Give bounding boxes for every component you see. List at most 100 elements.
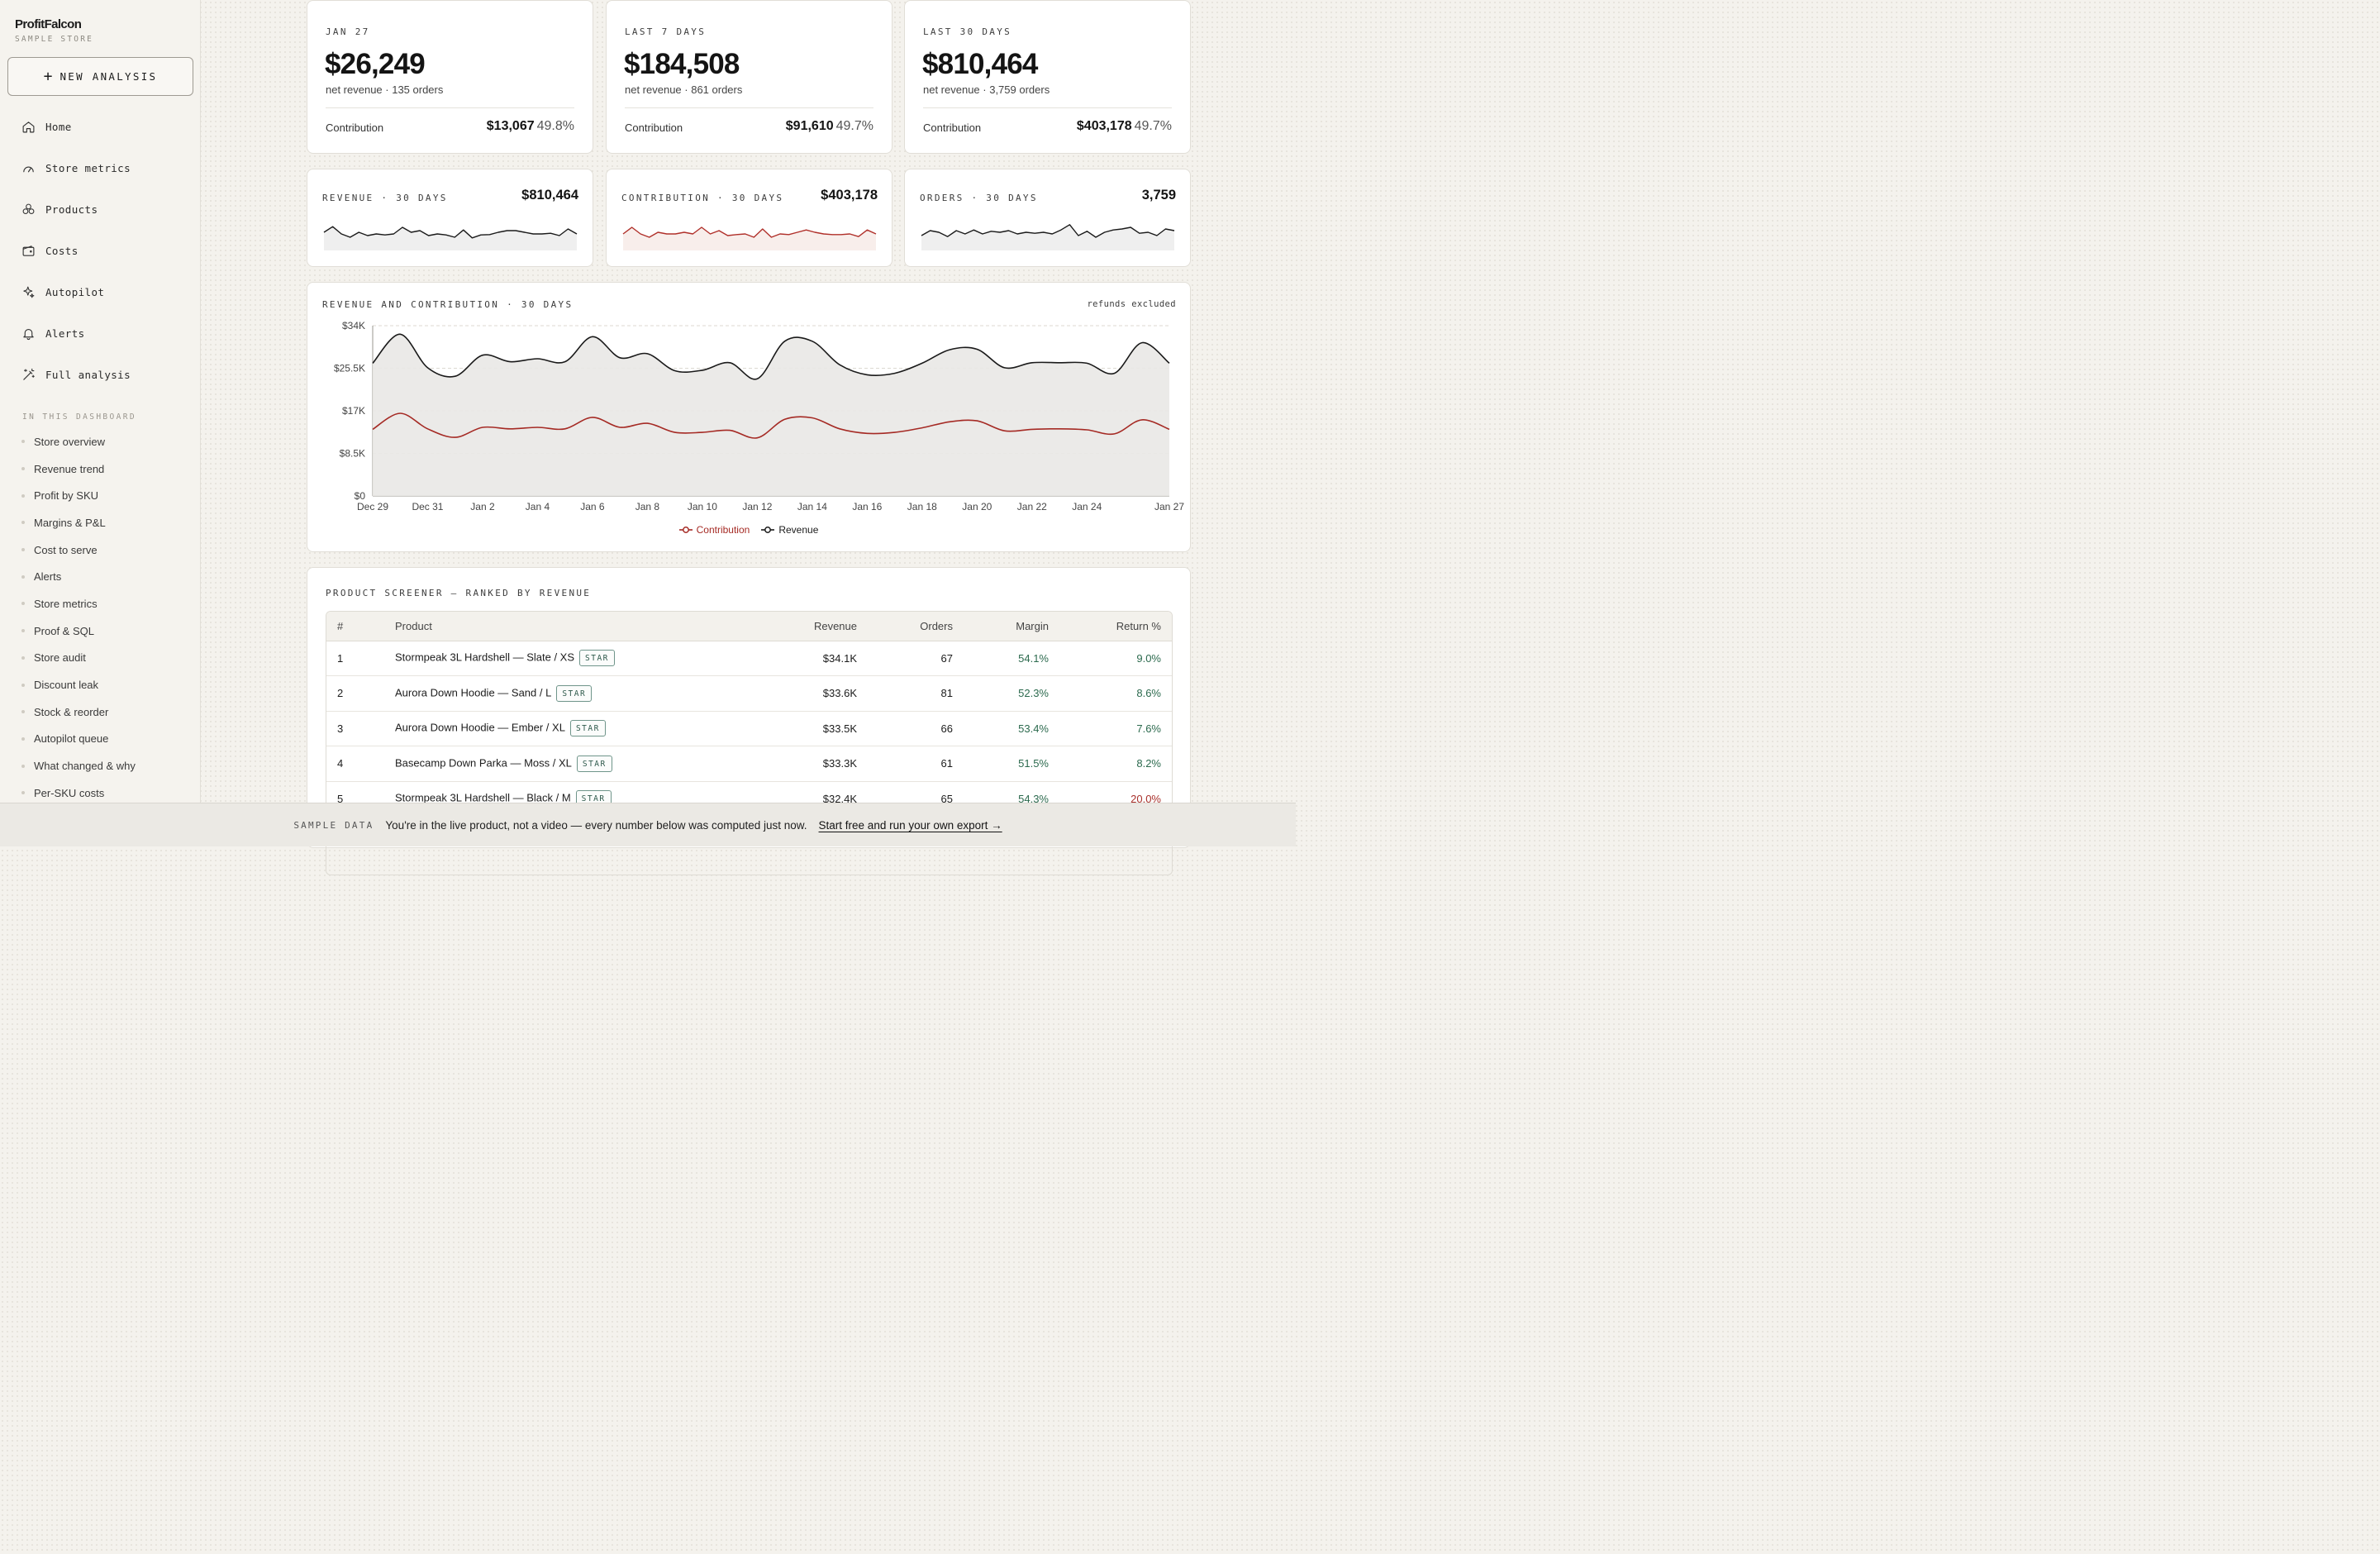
start-free-link[interactable]: Start free and run your own export →: [818, 818, 1002, 832]
legend-item-contribution[interactable]: Contribution: [678, 524, 750, 536]
bullet-icon: [21, 736, 25, 741]
toc-item-what-changed[interactable]: What changed & why: [21, 752, 136, 779]
col-header-product[interactable]: Product: [384, 612, 760, 641]
table-row[interactable]: 3 Aurora Down Hoodie — Ember / XL STAR $3…: [326, 711, 1172, 746]
nav-item-home[interactable]: Home: [0, 106, 201, 147]
brand-name: ProfitFalcon: [15, 17, 82, 31]
new-analysis-button[interactable]: + NEW ANALYSIS: [7, 57, 193, 96]
nav-item-full-analysis[interactable]: Full analysis: [0, 354, 201, 395]
sparkline-area: [623, 227, 876, 250]
col-header-margin[interactable]: Margin: [964, 612, 1059, 641]
divider: [923, 107, 1172, 108]
cell-orders: 66: [868, 711, 964, 746]
nav-item-products[interactable]: Products: [0, 188, 201, 230]
toc-item-revenue-trend[interactable]: Revenue trend: [21, 455, 136, 483]
toc-item-stock-reorder[interactable]: Stock & reorder: [21, 698, 136, 726]
col-header-orders[interactable]: Orders: [868, 612, 964, 641]
col-header-revenue[interactable]: Revenue: [760, 612, 868, 641]
brand-subtitle: SAMPLE STORE: [15, 35, 94, 44]
sparkline-area: [324, 226, 577, 250]
nav-item-autopilot[interactable]: Autopilot: [0, 271, 201, 312]
table-row[interactable]: 2 Aurora Down Hoodie — Sand / L STAR $33.…: [326, 675, 1172, 712]
cell-margin: 53.4%: [964, 711, 1059, 746]
series-area-revenue: [373, 334, 1169, 496]
toc-item-store-metrics[interactable]: Store metrics: [21, 590, 136, 617]
toc-item-alerts[interactable]: Alerts: [21, 563, 136, 590]
cell-product: Basecamp Down Parka — Moss / XL STAR: [384, 746, 760, 782]
revenue-sparkline: [323, 226, 578, 250]
toc-item-store-audit[interactable]: Store audit: [21, 645, 136, 672]
kpi-contribution: $403,178 49.7%: [1077, 119, 1172, 134]
bullet-icon: [21, 791, 25, 795]
cell-product: Aurora Down Hoodie — Sand / L STAR: [384, 675, 760, 712]
main-nav: Home Store metrics Products Costs Autopi…: [0, 106, 201, 395]
nav-item-store-metrics[interactable]: Store metrics: [0, 147, 201, 188]
col-header-return[interactable]: Return %: [1059, 612, 1172, 641]
legend-item-revenue[interactable]: Revenue: [761, 524, 818, 536]
toc-item-store-overview[interactable]: Store overview: [21, 428, 136, 455]
table-row[interactable]: 1 Stormpeak 3L Hardshell — Slate / XS STA…: [326, 641, 1172, 676]
toc-item-cost-to-serve[interactable]: Cost to serve: [21, 536, 136, 564]
x-tick-label: Dec 31: [412, 501, 443, 512]
banner-tag: SAMPLE DATA: [293, 819, 374, 831]
table-title: PRODUCT SCREENER — RANKED BY REVENUE: [326, 588, 592, 598]
toc-item-autopilot-queue[interactable]: Autopilot queue: [21, 726, 136, 753]
sparkline-area: [921, 224, 1174, 250]
chart-legend: Contribution Revenue: [307, 524, 1190, 536]
toc-item-label: Stock & reorder: [34, 705, 109, 718]
toc-item-profit-by-sku[interactable]: Profit by SKU: [21, 482, 136, 509]
plus-icon: +: [43, 67, 53, 85]
toc-item-discount-leak[interactable]: Discount leak: [21, 671, 136, 698]
x-tick-label: Jan 14: [797, 501, 827, 512]
y-tick-label: $8.5K: [340, 448, 365, 460]
cell-product: Aurora Down Hoodie — Ember / XL STAR: [384, 711, 760, 746]
kpi-contribution: $13,067 49.8%: [487, 119, 574, 134]
kpi-contribution-pct: 49.7%: [1134, 119, 1172, 133]
x-tick-label: Jan 8: [635, 501, 660, 512]
x-tick-label: Jan 18: [907, 501, 937, 512]
nav-item-label: Alerts: [45, 327, 85, 340]
bullet-icon: [21, 602, 25, 606]
cell-return: 9.0%: [1059, 641, 1172, 676]
x-tick-label: Jan 20: [962, 501, 992, 512]
x-tick-label: Jan 22: [1017, 501, 1047, 512]
nav-item-costs[interactable]: Costs: [0, 230, 201, 271]
cell-rank: 2: [326, 675, 384, 712]
bell-icon: [23, 328, 34, 340]
sample-data-banner: SAMPLE DATA You're in the live product, …: [0, 803, 1296, 846]
wallet-icon: [22, 245, 35, 256]
kpi-contribution-value: $13,067: [486, 119, 535, 133]
toc-item-per-sku-costs[interactable]: Per-SKU costs: [21, 779, 136, 807]
toc-item-label: Store metrics: [34, 597, 98, 610]
x-tick-label: Jan 16: [852, 501, 882, 512]
bullet-icon: [21, 629, 25, 633]
toc-item-label: Profit by SKU: [34, 489, 99, 503]
col-header-rank[interactable]: #: [326, 612, 384, 641]
product-name: Aurora Down Hoodie — Ember / XL: [395, 721, 565, 734]
spark-card-orders[interactable]: ORDERS · 30 DAYS 3,759: [904, 169, 1191, 267]
x-tick-label: Dec 29: [357, 501, 388, 512]
x-tick-label: Jan 12: [742, 501, 772, 512]
cell-orders: 67: [868, 641, 964, 676]
nav-item-alerts[interactable]: Alerts: [0, 312, 201, 354]
spark-value: 3,759: [1141, 188, 1176, 203]
toc-item-proof-sql[interactable]: Proof & SQL: [21, 617, 136, 645]
toc-item-margins-pl[interactable]: Margins & P&L: [21, 509, 136, 536]
nav-item-label: Products: [45, 203, 98, 216]
bullet-icon: [21, 467, 25, 471]
toc-item-label: Alerts: [34, 570, 62, 584]
spark-card-contribution[interactable]: CONTRIBUTION · 30 DAYS $403,178: [606, 169, 892, 267]
bullet-icon: [21, 710, 25, 714]
sidebar: ProfitFalcon SAMPLE STORE + NEW ANALYSIS…: [0, 0, 201, 846]
product-name: Stormpeak 3L Hardshell — Black / M: [395, 791, 571, 804]
sparkles-icon: [23, 286, 35, 298]
spark-label: ORDERS · 30 DAYS: [920, 193, 1038, 203]
cell-revenue: $34.1K: [760, 641, 868, 676]
x-tick-label: Jan 10: [688, 501, 717, 512]
divider: [625, 107, 873, 108]
brand[interactable]: ProfitFalcon SAMPLE STORE: [15, 17, 93, 44]
kpi-contribution-pct: 49.7%: [835, 119, 873, 133]
spark-card-revenue[interactable]: REVENUE · 30 DAYS $810,464: [307, 169, 593, 267]
kpi-contribution-label: Contribution: [923, 122, 982, 134]
table-row[interactable]: 4 Basecamp Down Parka — Moss / XL STAR $3…: [326, 746, 1172, 782]
